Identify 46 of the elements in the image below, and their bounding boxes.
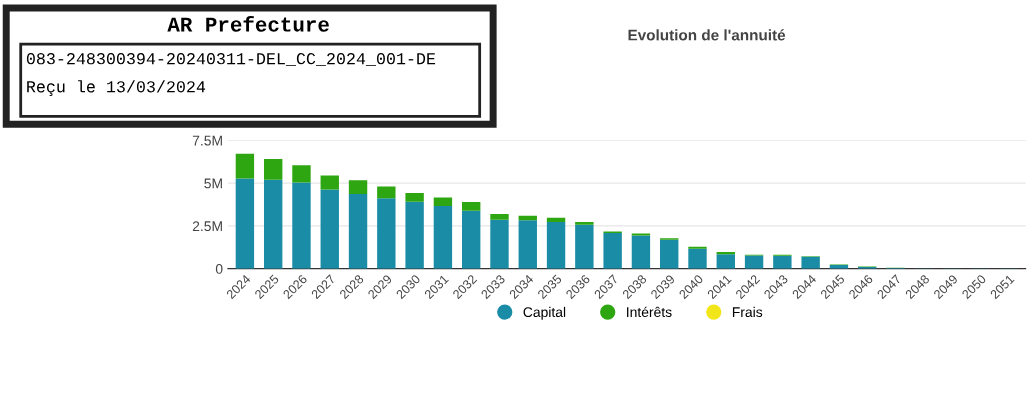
bar	[801, 256, 820, 269]
bar	[377, 186, 396, 199]
bar	[773, 255, 792, 269]
bar	[660, 239, 679, 269]
bar	[631, 235, 651, 269]
bar	[688, 246, 707, 249]
bar	[235, 178, 255, 269]
legend-label: Capital	[523, 306, 566, 320]
text: Reçu le 13/03/2024	[27, 80, 206, 96]
legend-label: Intérêts	[627, 306, 672, 318]
bar	[377, 198, 396, 269]
bar	[462, 210, 481, 269]
bar	[405, 192, 424, 202]
bar	[348, 193, 368, 269]
bar	[744, 255, 764, 269]
bar	[546, 217, 566, 222]
y-tick-label: 5M	[204, 178, 222, 189]
text: AR Prefecture	[167, 16, 329, 32]
bar	[292, 165, 311, 183]
y-tick-label: 7.5M	[192, 135, 222, 146]
bar	[263, 159, 283, 180]
bar	[716, 254, 735, 269]
bar	[575, 221, 594, 225]
bar	[320, 175, 339, 190]
bar	[433, 205, 453, 269]
bar	[263, 179, 283, 269]
chart-title: Evolution de l'annuité	[628, 29, 786, 41]
bar	[320, 189, 339, 269]
y-tick-label: 0	[215, 264, 223, 274]
bar	[405, 201, 424, 269]
bar	[292, 182, 311, 269]
bar	[518, 220, 537, 269]
bar	[546, 221, 566, 269]
bar	[603, 232, 622, 269]
text: 083-248300394-20240311-DEL_CC_2024_001-DE	[26, 53, 436, 66]
bar	[433, 197, 453, 206]
bar	[348, 180, 368, 194]
bar	[490, 219, 509, 269]
bar	[575, 224, 594, 269]
bar	[490, 213, 509, 220]
y-tick-label: 2.5M	[192, 221, 222, 232]
bar	[631, 233, 651, 236]
bar	[235, 153, 255, 179]
bar	[462, 201, 481, 211]
bar	[688, 248, 707, 269]
legend-label: Frais	[732, 306, 763, 318]
